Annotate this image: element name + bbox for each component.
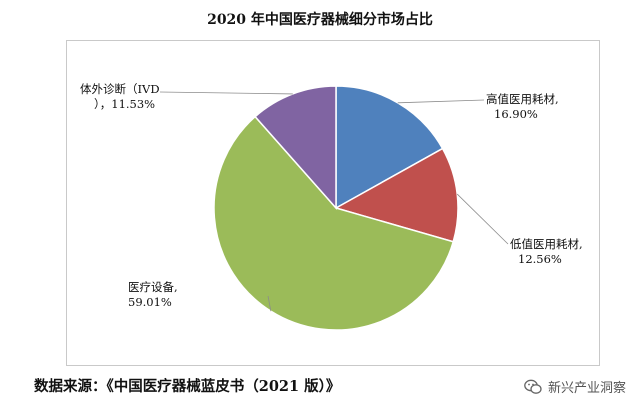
pie-slice-high-value-consumables (335, 85, 444, 210)
label-ivd: 体外诊断（IVD ），11.53% (80, 82, 160, 111)
pie-slice-ivd (254, 85, 337, 210)
plot-area (66, 40, 600, 366)
leader-line-ivd (159, 91, 293, 95)
leader-line-high-value-consumables (397, 99, 485, 104)
leader-line-medical-equipment (267, 295, 272, 312)
label-medical-equipment: 医疗设备, 59.01% (128, 280, 178, 309)
wechat-icon (524, 379, 542, 394)
leader-line-low-value-consumables (456, 193, 509, 245)
pie-slice-low-value-consumables (334, 147, 459, 243)
label-low-value-consumables: 低值医用耗材, 12.56% (510, 237, 583, 266)
label-high-value-consumables: 高值医用耗材, 16.90% (486, 92, 559, 121)
watermark-text: 新兴产业洞察 (547, 381, 626, 396)
pie-slice-medical-equipment (213, 115, 455, 331)
watermark: 新兴产业洞察 (524, 377, 626, 396)
data-source-note: 数据来源：《中国医疗器械蓝皮书（2021 版）》 (34, 378, 341, 395)
chart-title: 2020 年中国医疗器械细分市场占比 (207, 12, 433, 28)
